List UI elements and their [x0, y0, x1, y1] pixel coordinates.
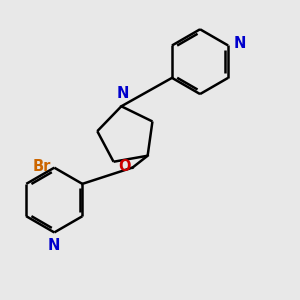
- Text: N: N: [47, 238, 60, 253]
- Text: N: N: [233, 37, 246, 52]
- Text: N: N: [117, 86, 129, 101]
- Text: Br: Br: [32, 159, 51, 174]
- Text: O: O: [118, 159, 131, 174]
